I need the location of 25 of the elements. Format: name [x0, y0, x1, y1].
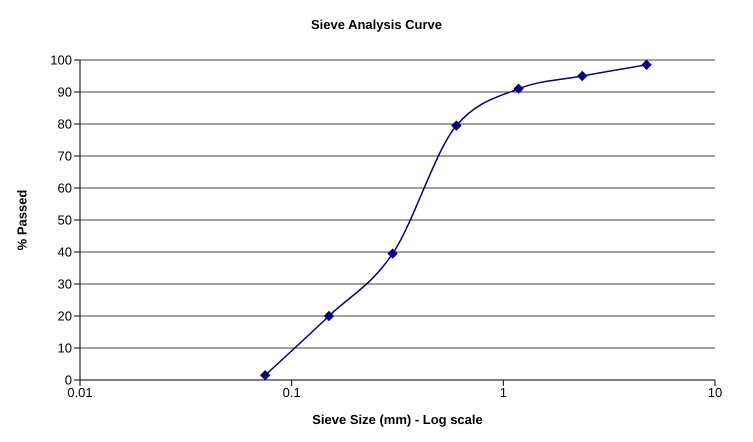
point: [260, 370, 270, 380]
point: [577, 71, 588, 81]
y-tick-label: 80: [58, 116, 72, 132]
x-tick-label: 10: [708, 385, 722, 400]
y-tick-label: 30: [58, 276, 72, 292]
y-tick-label: 40: [58, 244, 72, 260]
y-tick-label: 20: [58, 308, 72, 324]
point: [388, 248, 398, 259]
y-tick-label: 90: [58, 84, 72, 100]
y-tick-label: 100: [50, 52, 72, 68]
point: [514, 84, 524, 94]
y-tick-label: 10: [58, 340, 72, 356]
point: [451, 120, 462, 131]
y-tick-label: 70: [58, 148, 72, 164]
y-tick-label: 50: [58, 212, 72, 228]
point: [324, 311, 334, 321]
x-tick-label: 0.1: [282, 385, 301, 400]
x-axis-title: Sieve Size (mm) - Log scale: [312, 412, 483, 427]
chart-title: Sieve Analysis Curve: [310, 16, 444, 34]
x-tick-label: 0.01: [67, 385, 93, 400]
y-axis-title: % Passed: [14, 190, 30, 250]
y-tick-label: 60: [58, 180, 72, 196]
y-tick-label: 0: [64, 372, 72, 388]
x-tick-label: 1: [500, 385, 507, 400]
point: [642, 60, 652, 70]
